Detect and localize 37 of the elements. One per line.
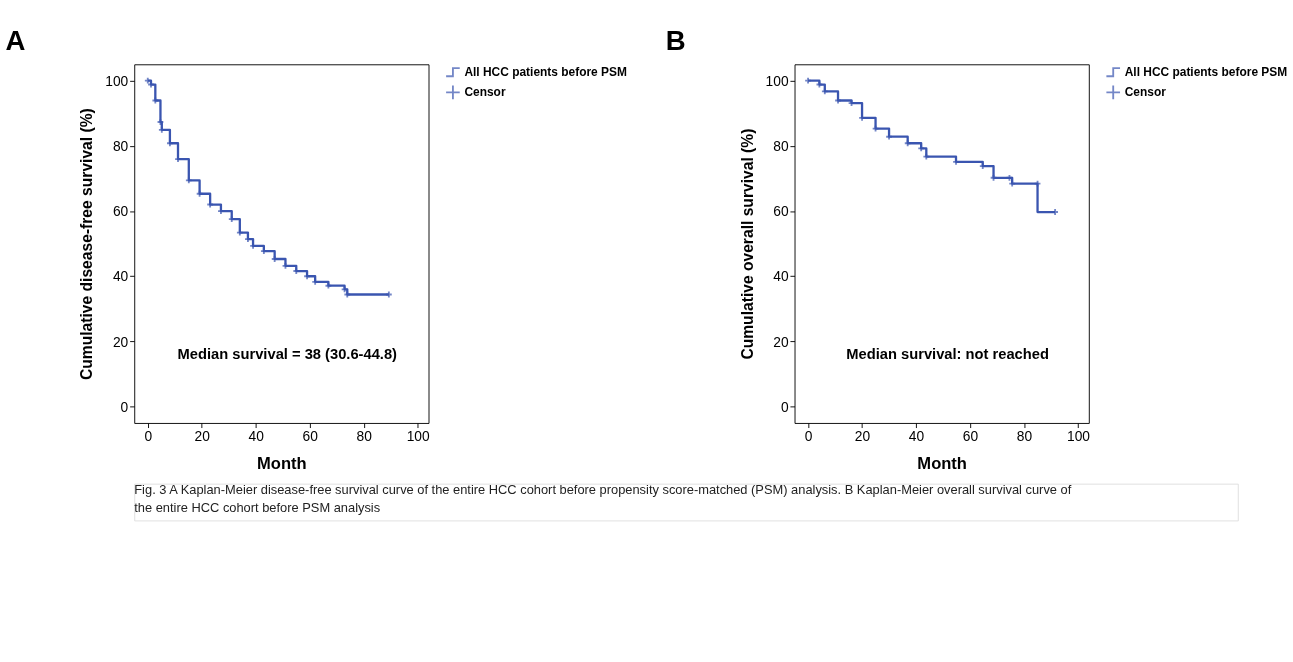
x-tick-label: 0 (804, 428, 813, 444)
y-tick-label: 0 (780, 399, 789, 415)
legend-label: Censor (1124, 85, 1167, 100)
x-tick-label: 20 (854, 428, 871, 444)
annotation: Median survival = 38 (30.6-44.8) (177, 346, 398, 363)
x-tick-label: 20 (194, 428, 211, 444)
x-tick-label: 80 (356, 428, 373, 444)
legend-label: Censor (464, 85, 506, 100)
annotation: Median survival: not reached (846, 346, 1049, 363)
y-tick-label: 20 (773, 334, 789, 350)
y-tick-label: 100 (105, 73, 129, 89)
x-tick-label: 60 (302, 428, 319, 444)
y-tick-label: 60 (112, 204, 129, 220)
x-tick-label: 80 (1016, 428, 1033, 444)
legend-label: All HCC patients before PSM (464, 64, 627, 79)
x-tick-label: 0 (144, 428, 153, 444)
y-tick-label: 20 (112, 334, 129, 350)
chart-title: A (5, 24, 26, 56)
legend-label: All HCC patients before PSM (1124, 64, 1288, 79)
y-tick-label: 40 (112, 269, 129, 285)
x-tick-label: 40 (248, 428, 265, 444)
y-axis-title: Cumulative disease-free survival (%) (78, 108, 96, 381)
y-axis-title: Cumulative overall survival (%) (738, 128, 756, 360)
x-tick-label: 100 (1067, 428, 1091, 444)
y-tick-label: 100 (765, 73, 789, 89)
x-tick-label: 100 (406, 428, 431, 444)
y-tick-label: 60 (773, 204, 789, 220)
y-tick-label: 80 (112, 138, 129, 154)
y-tick-label: 0 (120, 399, 129, 415)
y-tick-label: 40 (773, 269, 789, 285)
caption: Fig. 3 A Kaplan-Meier disease-free survival curve of the entire HCC cohort before propensity score-matched (PSM) analysis. B Kaplan-Meier overall survival curve of the entire HCC cohort before PSM analysis (134, 481, 1072, 516)
x-tick-label: 60 (962, 428, 979, 444)
x-axis-title: Month (257, 454, 307, 474)
chart-title: B (665, 24, 686, 56)
y-tick-label: 80 (773, 138, 789, 154)
x-axis-title: Month (917, 454, 967, 474)
x-tick-label: 40 (908, 428, 925, 444)
